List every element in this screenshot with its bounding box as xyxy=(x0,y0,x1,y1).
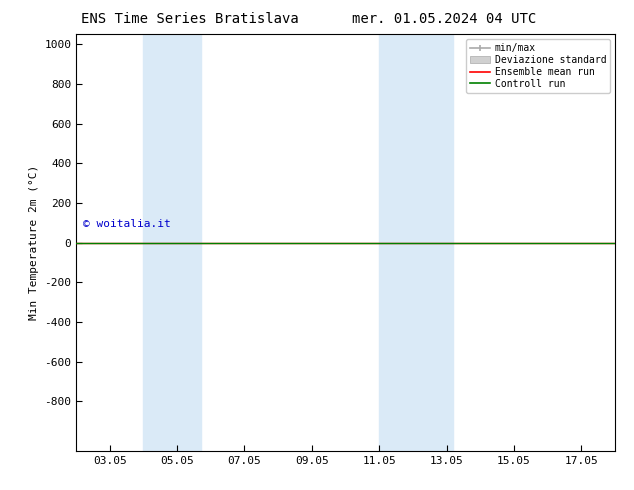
Bar xyxy=(379,34,453,451)
Text: © woitalia.it: © woitalia.it xyxy=(83,219,171,229)
Legend: min/max, Deviazione standard, Ensemble mean run, Controll run: min/max, Deviazione standard, Ensemble m… xyxy=(467,39,610,93)
Y-axis label: Min Temperature 2m (°C): Min Temperature 2m (°C) xyxy=(29,165,39,320)
Bar xyxy=(143,34,201,451)
Text: mer. 01.05.2024 04 UTC: mer. 01.05.2024 04 UTC xyxy=(352,12,536,26)
Text: ENS Time Series Bratislava: ENS Time Series Bratislava xyxy=(81,12,299,26)
